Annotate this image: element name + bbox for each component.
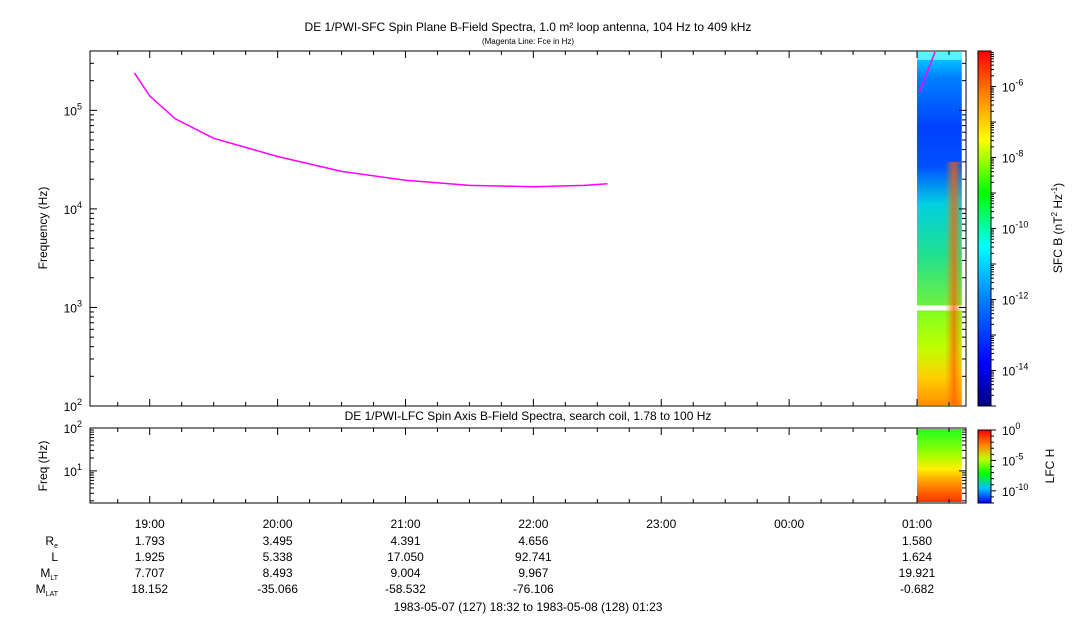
ephemeris-value: 19.921 [899, 566, 936, 580]
ephemeris-value: 1.925 [135, 550, 165, 564]
ephemeris-value: 4.391 [390, 534, 420, 548]
sfc-plot-frame [89, 50, 967, 407]
lfc-y-ticks: 102 101 [64, 419, 966, 503]
fce-line [133, 72, 608, 188]
lfc-colorbar: 100 10-5 10-10 LFC H [977, 421, 1057, 504]
time-range: 1983-05-07 (127) 18:32 to 1983-05-08 (12… [394, 600, 663, 614]
lfc-colorbar-gradient [977, 429, 992, 504]
sfc-y-axis-label: Frequency (Hz) [36, 187, 50, 270]
ephemeris-value: 3.495 [263, 534, 293, 548]
lfc-plot-frame [89, 427, 967, 504]
sfc-colorbar-ticks: 10-6 10-8 10-10 10-12 10-14 [991, 52, 1028, 407]
ephemeris-value: -0.682 [900, 582, 934, 596]
fce-line-segment [918, 51, 936, 94]
top-panel-title: DE 1/PWI-SFC Spin Plane B-Field Spectra,… [305, 20, 752, 34]
ephemeris-value: -35.066 [257, 582, 298, 596]
lfc-y-axis-label: Freq (Hz) [36, 441, 50, 492]
time-tick-label: 23:00 [646, 517, 676, 531]
sfc-y-tick-label: 104 [64, 200, 82, 217]
ephemeris-table: Re 1.793 3.495 4.391 4.656 1.580 L 1.925 5.338 17… [36, 534, 936, 598]
lfc-colorbar-label: LFC H [1043, 449, 1057, 484]
sfc-colorbar-tick-label: 10-6 [1002, 78, 1023, 95]
time-tick-label: 20:00 [263, 517, 293, 531]
ephemeris-value: 17.050 [387, 550, 424, 564]
time-tick-label: 19:00 [135, 517, 165, 531]
sfc-spectrogram [917, 52, 964, 405]
lfc-colorbar-tick-label: 10-10 [1002, 482, 1028, 499]
lfc-y-tick-label: 101 [64, 462, 82, 479]
time-tick-label: 21:00 [390, 517, 420, 531]
sfc-y-tick-label: 103 [64, 298, 82, 315]
ephemeris-value: -76.106 [513, 582, 554, 596]
sfc-colorbar-tick-label: 10-14 [1002, 362, 1028, 379]
lfc-spectrogram [917, 429, 962, 502]
lfc-colorbar-ticks: 100 10-5 10-10 [991, 421, 1028, 504]
sfc-emission-band [945, 161, 964, 405]
time-tick-label: 22:00 [518, 517, 548, 531]
sfc-colorbar-label: SFC B (nT2 Hz-1) [1050, 183, 1065, 273]
lfc-y-tick-label: 102 [64, 419, 82, 436]
ephemeris-value: 9.967 [518, 566, 548, 580]
ephemeris-row-label: L [51, 550, 58, 564]
ephemeris-value: 1.580 [902, 534, 932, 548]
ephemeris-value: 8.493 [263, 566, 293, 580]
lfc-colorbar-tick-label: 10-5 [1002, 451, 1023, 468]
ephemeris-value: -58.532 [385, 582, 426, 596]
ephemeris-row-label: MLAT [36, 582, 59, 598]
sfc-colorbar-tick-label: 10-10 [1002, 220, 1028, 237]
bottom-panel-title: DE 1/PWI-LFC Spin Axis B-Field Spectra, … [345, 409, 712, 423]
sfc-y-tick-label: 105 [64, 101, 82, 118]
top-panel-subtitle: (Magenta Line: Fce in Hz) [482, 37, 574, 46]
time-tick-label: 01:00 [902, 517, 932, 531]
ephemeris-value: 18.152 [131, 582, 168, 596]
sfc-y-ticks: 102 103 104 105 [64, 50, 966, 414]
ephemeris-row-label: Re [45, 534, 58, 550]
ephemeris-value: 1.624 [902, 550, 932, 564]
sfc-spectrogram-top-band [917, 52, 962, 60]
sfc-y-tick-label: 102 [64, 397, 82, 414]
lfc-spectrogram [917, 429, 962, 502]
ephemeris-value: 7.707 [135, 566, 165, 580]
ephemeris-value: 9.004 [390, 566, 420, 580]
time-tick-label: 00:00 [774, 517, 804, 531]
sfc-colorbar-gradient [977, 50, 992, 407]
ephemeris-value: 5.338 [263, 550, 293, 564]
ephemeris-row-label: MLT [40, 566, 58, 582]
ephemeris-value: 92.741 [515, 550, 552, 564]
ephemeris-value: 4.656 [518, 534, 548, 548]
time-axis-labels: 19:00 20:00 21:00 22:00 23:00 00:00 01:00 [135, 517, 933, 531]
ephemeris-value: 1.793 [135, 534, 165, 548]
sfc-panel: 102 103 104 105 Frequency (Hz) [36, 50, 967, 414]
sfc-colorbar: 10-6 10-8 10-10 10-12 10-14 SFC B (nT2 Hz-1) [977, 50, 1065, 407]
sfc-colorbar-tick-label: 10-8 [1002, 149, 1023, 166]
sfc-colorbar-tick-label: 10-12 [1002, 291, 1028, 308]
lfc-panel: 102 101 Freq (Hz) [36, 419, 967, 504]
lfc-colorbar-tick-label: 100 [1002, 421, 1020, 438]
